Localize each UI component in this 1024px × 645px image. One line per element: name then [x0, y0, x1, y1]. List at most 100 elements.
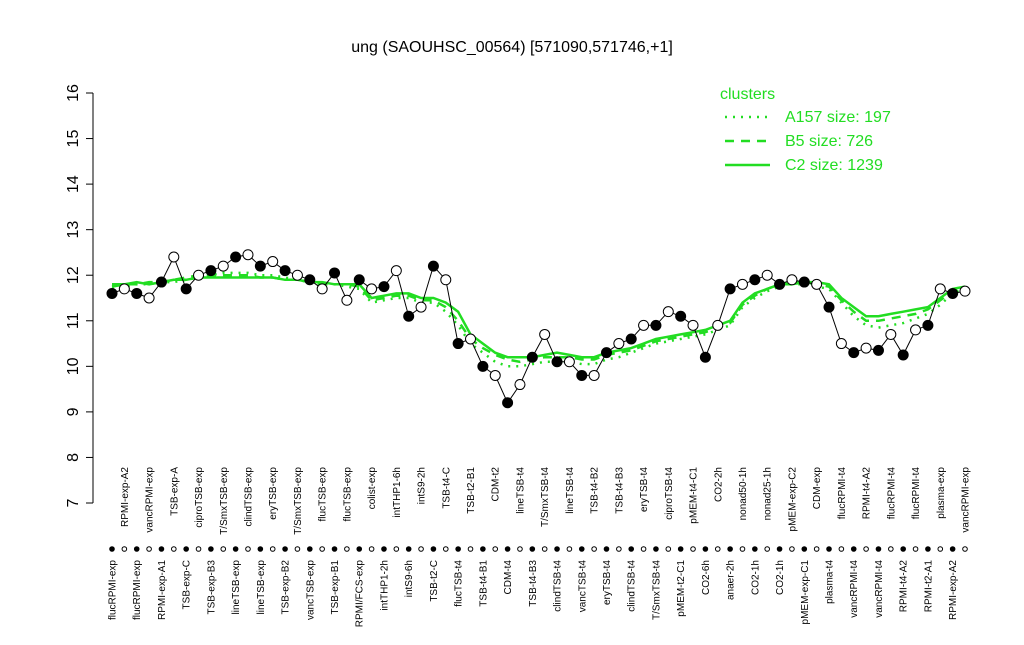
sample-dot	[653, 546, 659, 552]
x-tick-label: ciproTSB-t4	[664, 467, 675, 520]
x-tick-label: TSB-exp-C	[182, 560, 193, 609]
sample-dot	[232, 546, 239, 552]
sample-dot	[133, 546, 140, 552]
data-point	[291, 269, 303, 281]
x-tick-label: flucRPMI-t4	[886, 467, 897, 520]
data-point	[279, 265, 291, 277]
data-point	[168, 251, 180, 263]
data-point	[650, 319, 662, 331]
data-point	[576, 369, 588, 381]
sample-dot	[603, 546, 610, 552]
x-tick-label: TSB-t4-B3	[614, 467, 625, 514]
sample-dot	[727, 546, 733, 552]
sample-dot	[640, 546, 647, 552]
sample-dot	[949, 546, 956, 552]
x-tick-label: CO2-1h	[750, 560, 761, 595]
sample-dot	[121, 546, 128, 552]
sample-dot	[418, 546, 424, 552]
data-point	[502, 397, 514, 409]
sample-dot	[504, 546, 511, 552]
sample-dot	[801, 546, 808, 552]
data-point	[551, 356, 563, 368]
data-point	[675, 310, 687, 322]
sample-dot	[294, 546, 301, 552]
data-point	[662, 306, 674, 318]
y-tick-label: 13	[65, 221, 82, 239]
sample-dot	[752, 546, 758, 552]
sample-dot	[220, 546, 227, 552]
data-point	[736, 278, 748, 290]
x-tick-label: vancRPMI-exp	[145, 467, 156, 533]
x-tick-label: flucTSB-exp	[342, 467, 353, 522]
data-point	[242, 249, 254, 261]
sample-dot	[195, 546, 202, 552]
chart-title: ung (SAOUHSC_00564) [571090,571746,+1]	[351, 39, 673, 56]
sample-dot	[937, 546, 944, 552]
data-point	[427, 260, 439, 272]
sample-dot	[875, 546, 882, 552]
sample-dot	[171, 546, 177, 552]
x-tick-label: pMEM-exp-C2	[787, 467, 798, 532]
x-tick-label: T/SmxTSB-exp	[219, 467, 230, 535]
data-point	[774, 278, 786, 290]
x-tick-label: lineTSB-exp	[231, 560, 242, 615]
sample-dot	[319, 546, 325, 552]
data-point	[465, 333, 477, 345]
x-tick-label: colist-exp	[367, 467, 378, 510]
x-tick-label: clindTSB-t4	[553, 560, 564, 612]
data-point	[267, 256, 279, 268]
data-point	[514, 379, 526, 391]
y-tick-label: 15	[65, 130, 82, 148]
sample-dot	[665, 546, 672, 552]
x-tick-label: intTHP1-6h	[392, 467, 403, 518]
legend-label: B5 size: 726	[785, 133, 873, 150]
x-tick-label: vancRPMI-t4	[874, 560, 885, 618]
data-point	[563, 356, 575, 368]
x-tick-label: pMEM-t4-C1	[689, 467, 700, 524]
data-point	[155, 276, 167, 288]
data-point	[217, 260, 229, 272]
x-tick-label: pMEM-t2-C1	[676, 560, 687, 617]
data-point	[180, 283, 192, 295]
sample-dot	[826, 546, 832, 552]
sample-dot	[764, 546, 771, 552]
x-tick-label: pMEM-exp-C1	[800, 560, 811, 625]
data-point	[489, 369, 501, 381]
sample-dot	[690, 546, 696, 552]
data-point	[823, 301, 835, 313]
data-point	[477, 360, 489, 372]
x-tick-label: ciproTSB-exp	[194, 467, 205, 528]
legend-label: C2 size: 1239	[785, 157, 883, 174]
sample-dot	[912, 546, 919, 552]
sample-dot	[616, 546, 622, 552]
sample-dot	[405, 546, 412, 552]
sample-dot	[529, 546, 536, 552]
y-tick-label: 10	[65, 357, 82, 375]
x-tick-label: T/SmxTSB-t4	[651, 560, 662, 620]
x-tick-label: flucRPMI-t4	[911, 467, 922, 520]
sample-dot	[925, 546, 931, 552]
data-point	[600, 347, 612, 359]
data-point	[947, 287, 959, 299]
x-tick-label: RPMI-t2-A1	[923, 560, 934, 613]
x-tick-label: flucRPMI-exp	[108, 560, 119, 620]
legend-label: A157 size: 197	[785, 109, 891, 126]
x-tick-label: RPMI-exp-A2	[948, 560, 959, 620]
data-point	[526, 351, 538, 363]
data-point	[403, 310, 415, 322]
x-tick-label: CDM-t4	[503, 560, 514, 595]
data-point	[452, 338, 464, 350]
sample-dot	[158, 546, 165, 552]
sample-dot	[517, 546, 523, 552]
data-point	[415, 301, 427, 313]
y-tick-label: 16	[65, 84, 82, 102]
data-point	[106, 287, 118, 299]
x-tick-label: clindTSB-exp	[243, 467, 254, 527]
x-tick-label: clindTSB-t4	[627, 560, 638, 612]
x-tick-label: lineTSB-exp	[256, 560, 267, 615]
line	[111, 254, 966, 404]
sample-dot	[739, 546, 746, 552]
sample-dot	[430, 546, 437, 552]
x-tick-label: nonad50-1h	[738, 467, 749, 520]
data-point	[304, 274, 316, 286]
